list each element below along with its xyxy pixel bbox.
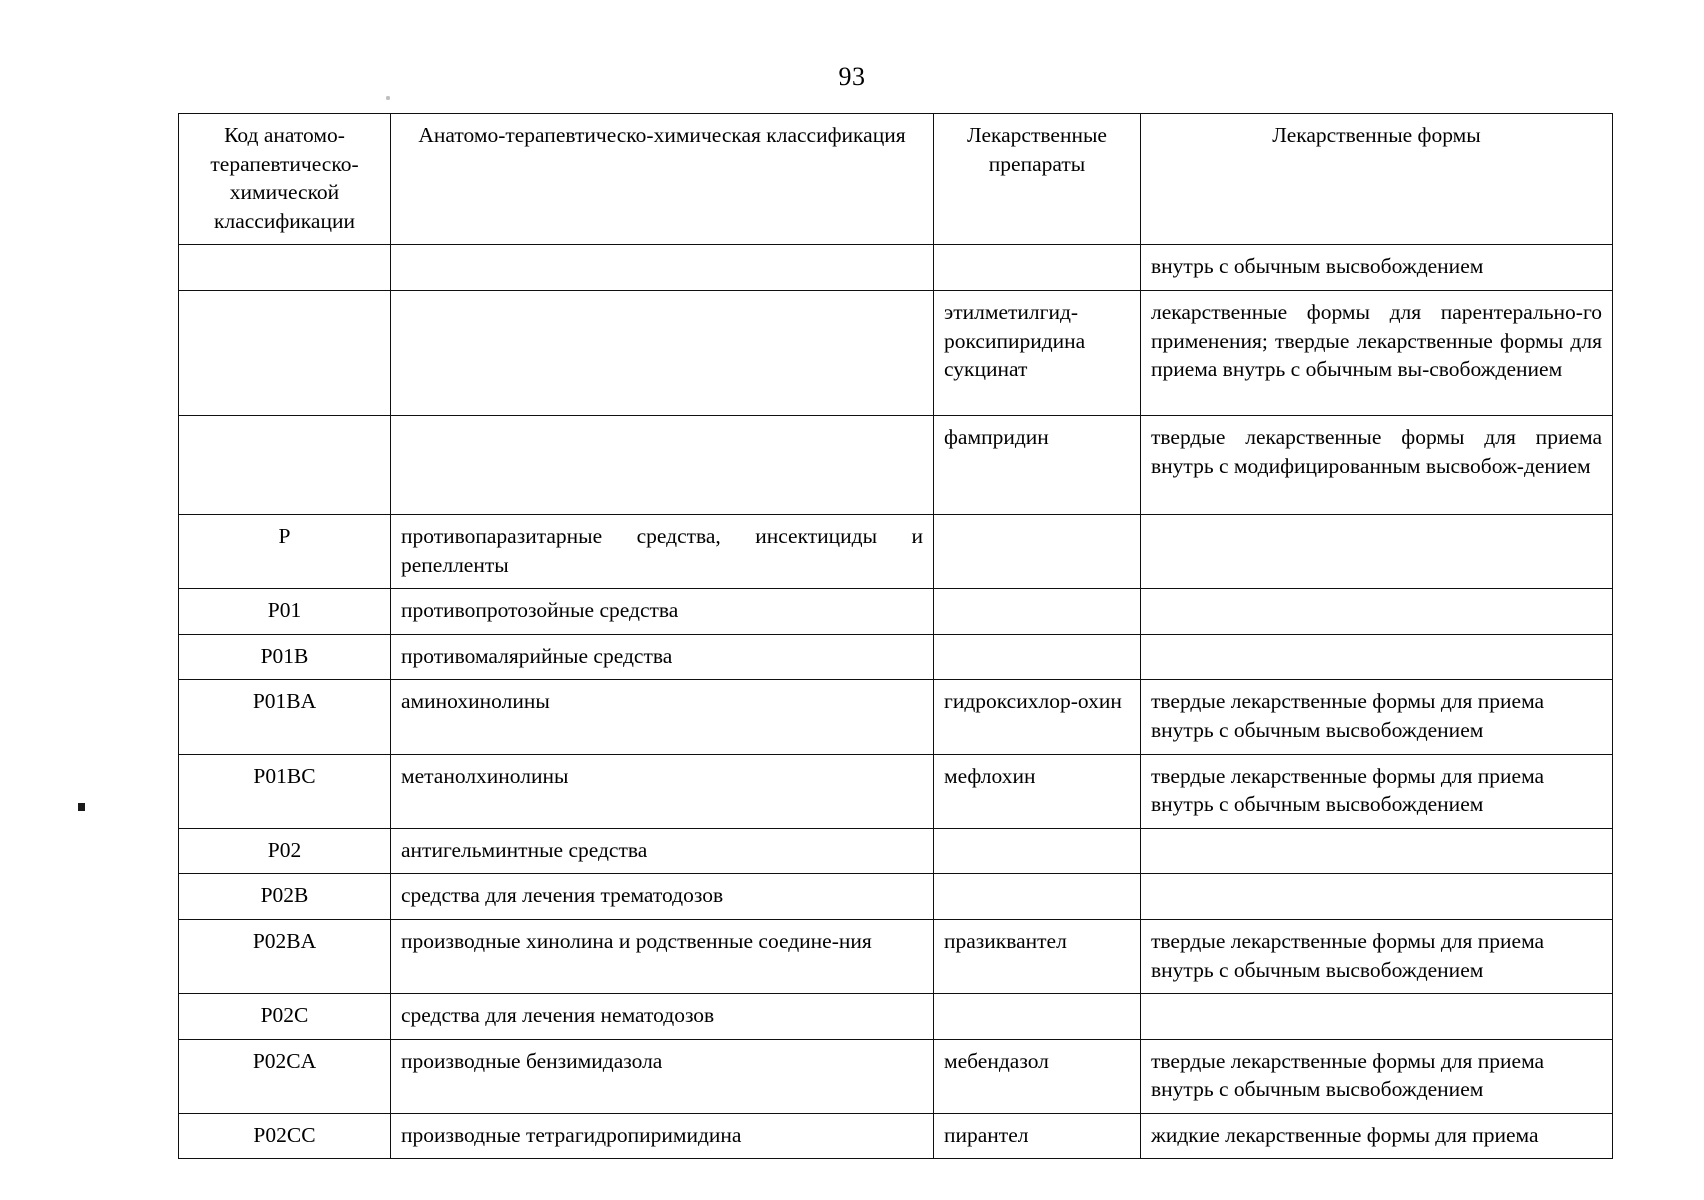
- table-row: фампридин твердые лекарственные формы дл…: [178, 414, 1613, 515]
- column-header-drugs: Лекарственные препараты: [933, 112, 1141, 246]
- table-row: P02CA производные бензимидазола мебендаз…: [178, 1038, 1613, 1114]
- cell-classification: противопаразитарные средства, инсектицид…: [390, 513, 934, 590]
- cell-atc-code: P02CC: [178, 1112, 391, 1160]
- cell-drugs: [933, 993, 1141, 1040]
- cell-classification: противопротозойные средства: [390, 588, 934, 635]
- cell-atc-code: [178, 289, 391, 416]
- cell-classification: [390, 244, 934, 291]
- cell-dosage-forms: внутрь с обычным высвобождением: [1140, 244, 1613, 291]
- cell-drugs: [933, 827, 1141, 875]
- cell-drugs: пирантел: [933, 1112, 1141, 1160]
- cell-dosage-forms: [1140, 873, 1613, 920]
- cell-atc-code: P01BA: [178, 679, 391, 755]
- cell-drugs: этилметилгид-роксипиридина сукцинат: [933, 289, 1141, 416]
- table-row: P противопаразитарные средства, инсектиц…: [178, 513, 1613, 590]
- cell-atc-code: [178, 414, 391, 515]
- table-row: P01BC метанолхинолины мефлохин твердые л…: [178, 753, 1613, 829]
- cell-atc-code: [178, 244, 391, 291]
- table-row: P02C средства для лечения нематодозов: [178, 993, 1613, 1040]
- cell-dosage-forms: [1140, 633, 1613, 681]
- cell-drugs: [933, 588, 1141, 635]
- cell-drugs: [933, 873, 1141, 920]
- cell-dosage-forms: твердые лекарственные формы для приема в…: [1140, 918, 1613, 995]
- page-number: 93: [838, 62, 866, 91]
- cell-dosage-forms: твердые лекарственные формы для приема в…: [1140, 414, 1613, 515]
- table-row: P01 противопротозойные средства: [178, 588, 1613, 635]
- cell-atc-code: P: [178, 513, 391, 590]
- cell-dosage-forms: твердые лекарственные формы для приема в…: [1140, 753, 1613, 829]
- cell-atc-code: P02C: [178, 993, 391, 1040]
- cell-classification: метанолхинолины: [390, 753, 934, 829]
- cell-classification: средства для лечения трематодозов: [390, 873, 934, 920]
- scan-speck-left: [78, 803, 85, 811]
- atc-classification-table: Код анатомо-терапевтическо-химической кл…: [178, 112, 1613, 1160]
- cell-drugs: гидроксихлор-охин: [933, 679, 1141, 755]
- cell-classification: производные тетрагидропиримидина: [390, 1112, 934, 1160]
- cell-classification: аминохинолины: [390, 679, 934, 755]
- table-row: P02B средства для лечения трематодозов: [178, 873, 1613, 920]
- column-header-atc-code: Код анатомо-терапевтическо-химической кл…: [178, 112, 391, 246]
- cell-classification: производные хинолина и родственные соеди…: [390, 918, 934, 995]
- table-row: P01B противомалярийные средства: [178, 633, 1613, 681]
- column-header-atc-classification: Анатомо-терапевтическо-химическая класси…: [390, 112, 934, 246]
- table-row: P02CC производные тетрагидропиримидина п…: [178, 1112, 1613, 1160]
- cell-dosage-forms: лекарственные формы для парентерально-го…: [1140, 289, 1613, 416]
- cell-dosage-forms: [1140, 993, 1613, 1040]
- cell-drugs: фампридин: [933, 414, 1141, 515]
- cell-drugs: празиквантел: [933, 918, 1141, 995]
- cell-dosage-forms: [1140, 827, 1613, 875]
- table-header: Код анатомо-терапевтическо-химической кл…: [178, 112, 1613, 246]
- table-body: внутрь с обычным высвобождением этилмети…: [178, 244, 1613, 1160]
- table-row: этилметилгид-роксипиридина сукцинат лека…: [178, 289, 1613, 416]
- cell-drugs: [933, 244, 1141, 291]
- scan-speck-top: [386, 96, 390, 100]
- cell-atc-code: P02BA: [178, 918, 391, 995]
- cell-drugs: [933, 513, 1141, 590]
- cell-atc-code: P02: [178, 827, 391, 875]
- cell-atc-code: P01B: [178, 633, 391, 681]
- cell-classification: [390, 289, 934, 416]
- cell-atc-code: P01: [178, 588, 391, 635]
- cell-classification: [390, 414, 934, 515]
- cell-classification: антигельминтные средства: [390, 827, 934, 875]
- table-row: P02BA производные хинолина и родственные…: [178, 918, 1613, 995]
- cell-classification: производные бензимидазола: [390, 1038, 934, 1114]
- cell-dosage-forms: жидкие лекарственные формы для приема: [1140, 1112, 1613, 1160]
- cell-atc-code: P02CA: [178, 1038, 391, 1114]
- cell-drugs: [933, 633, 1141, 681]
- cell-atc-code: P01BC: [178, 753, 391, 829]
- cell-dosage-forms: [1140, 513, 1613, 590]
- cell-classification: средства для лечения нематодозов: [390, 993, 934, 1040]
- cell-dosage-forms: твердые лекарственные формы для приема в…: [1140, 1038, 1613, 1114]
- table-header-row: Код анатомо-терапевтическо-химической кл…: [178, 112, 1613, 246]
- column-header-dosage-forms: Лекарственные формы: [1140, 112, 1613, 246]
- cell-drugs: мефлохин: [933, 753, 1141, 829]
- cell-drugs: мебендазол: [933, 1038, 1141, 1114]
- cell-dosage-forms: [1140, 588, 1613, 635]
- cell-atc-code: P02B: [178, 873, 391, 920]
- cell-classification: противомалярийные средства: [390, 633, 934, 681]
- cell-dosage-forms: твердые лекарственные формы для приема в…: [1140, 679, 1613, 755]
- table-row: P01BA аминохинолины гидроксихлор-охин тв…: [178, 679, 1613, 755]
- table-row: P02 антигельминтные средства: [178, 827, 1613, 875]
- table-row: внутрь с обычным высвобождением: [178, 244, 1613, 291]
